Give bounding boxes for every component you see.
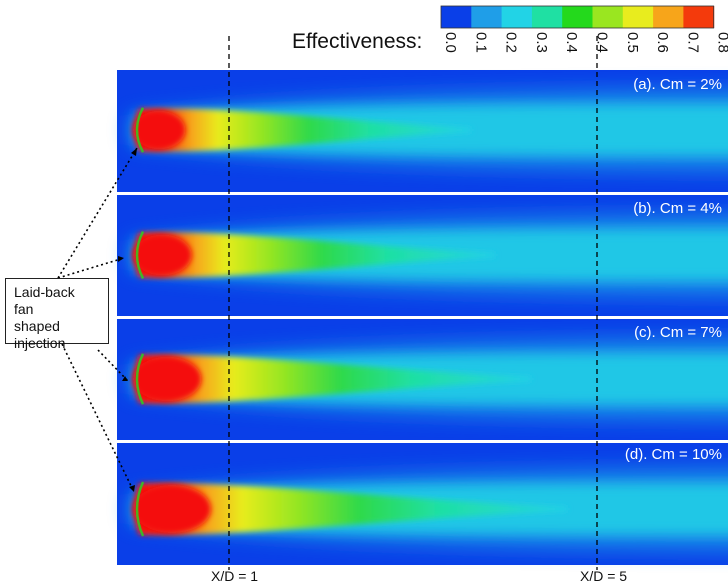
colorbar-frame	[440, 5, 715, 29]
panel-separator	[117, 192, 728, 195]
colorbar-cell-2	[501, 6, 533, 28]
colorbar-tick-label: 0.0	[442, 32, 459, 53]
annotation-line-2: fan	[14, 301, 34, 317]
contour-panels	[117, 70, 728, 565]
colorbar-tick-label: 0.1	[472, 32, 489, 53]
plume-core	[134, 232, 495, 278]
panel-separator	[117, 316, 728, 319]
injection-hole-edge	[135, 107, 145, 153]
plume-hot-spot	[133, 234, 192, 276]
injection-hole-edge	[135, 231, 145, 279]
annotation-line-1: Laid-back	[14, 284, 75, 300]
panel-a-label: (a). Cm = 2%	[633, 76, 722, 93]
arrow-to-panel-c	[97, 349, 129, 382]
colorbar-cell-6	[622, 6, 654, 28]
colorbar-tick-label: 0.4	[594, 32, 611, 53]
arrow-to-panel-a	[57, 147, 138, 279]
colorbar-cell-7	[653, 6, 684, 28]
plume-core	[134, 108, 471, 152]
arrowhead-b	[118, 256, 124, 262]
plume-core	[134, 482, 567, 536]
colorbar-tick-label: 0.5	[624, 32, 641, 53]
plume-core	[134, 354, 531, 404]
panel-d-label: (d). Cm = 10%	[624, 446, 722, 463]
colorbar-cell-8	[683, 6, 715, 28]
panel-b-label: (b). Cm = 4%	[633, 200, 722, 217]
xd-5-label: X/D = 5	[580, 568, 628, 584]
colorbar-cell-4	[562, 6, 593, 28]
panel-0	[117, 70, 728, 192]
colorbar-cell-1	[471, 6, 503, 28]
panel-2	[117, 319, 728, 441]
panel-3	[117, 443, 728, 565]
plume-hot-spot	[133, 485, 211, 533]
colorbar-tick-label: 0.4	[563, 32, 580, 53]
annotation-line-3: shaped	[14, 318, 60, 334]
colorbar: 0.0 0.1 0.2 0.3 0.4 0.4 0.5 0.6 0.7 0.8	[440, 5, 728, 53]
colorbar-tick-label: 0.3	[533, 32, 550, 53]
colorbar-tick-label: 0.2	[503, 32, 520, 53]
panel-separator	[117, 440, 728, 443]
colorbar-cell-0	[441, 6, 472, 28]
arrowhead-c	[122, 376, 128, 381]
colorbar-tick-label: 0.6	[654, 32, 671, 53]
arrowhead-d	[129, 485, 135, 492]
colorbar-tick-label: 0.7	[684, 32, 701, 53]
injection-hole-edge	[135, 353, 145, 405]
colorbar-cell-3	[531, 6, 563, 28]
annotation-arrows	[57, 147, 138, 493]
colorbar-title: Effectiveness:	[292, 30, 423, 53]
arrowhead-a	[131, 148, 137, 156]
colorbar-tick-label: 0.8	[715, 32, 728, 53]
annotation-line-4: injection	[14, 335, 66, 351]
plume-hot-spot	[133, 110, 186, 150]
panel-1	[117, 195, 728, 317]
annotation-arrowheads	[118, 148, 137, 492]
xd-1-label: X/D = 1	[211, 568, 259, 584]
injection-annotation: Laid-back fan shaped injection	[5, 278, 109, 351]
injection-hole-edge	[135, 481, 145, 537]
plume-hot-spot	[133, 356, 202, 402]
arrow-to-panel-b	[57, 257, 125, 279]
panel-c-label: (c). Cm = 7%	[634, 324, 722, 341]
colorbar-cell-5	[592, 6, 624, 28]
